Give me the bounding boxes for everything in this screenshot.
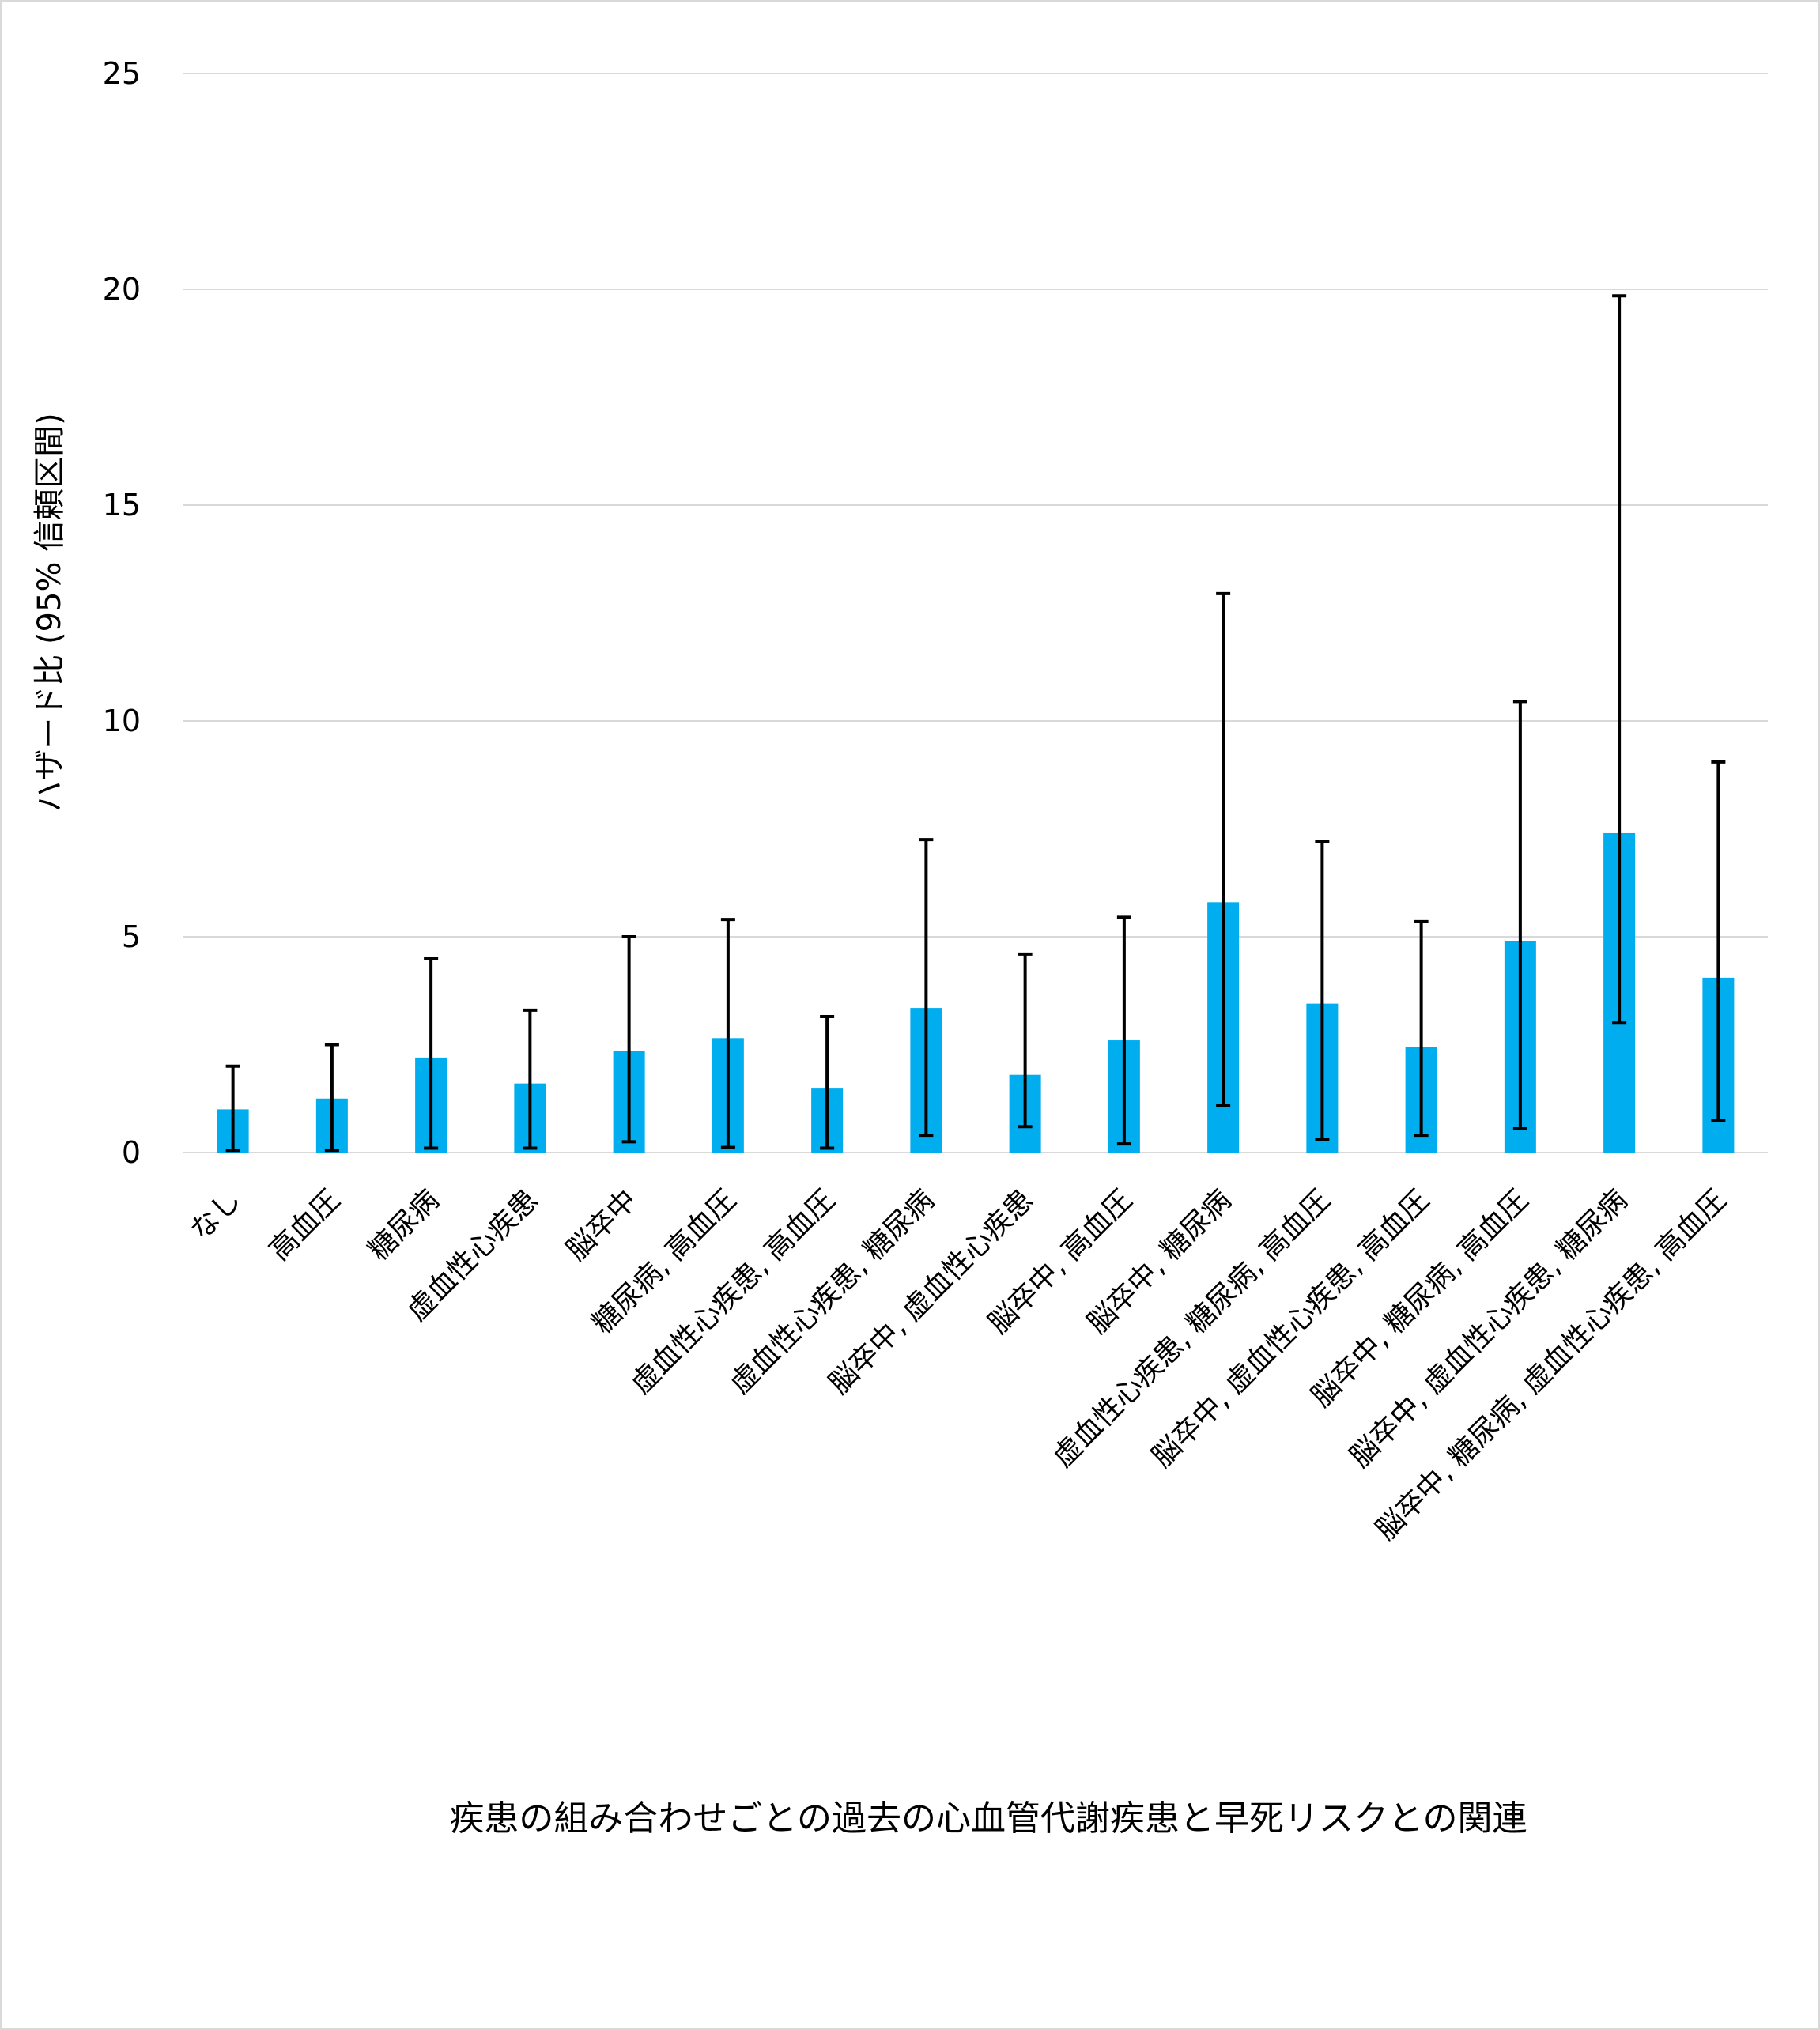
error-bars	[225, 294, 1726, 1153]
y-tick-labels: 0 5 10 15 20 25	[103, 56, 141, 1170]
gridlines	[183, 73, 1768, 1153]
y-tick-label: 5	[122, 919, 141, 954]
x-tick-label: 脳卒中, 糖尿病, 虚血性心疾患, 高血圧	[1369, 1183, 1732, 1546]
error-bar	[820, 1015, 835, 1150]
error-bar	[621, 935, 636, 1144]
error-bar	[1216, 591, 1231, 1107]
error-bar	[523, 1008, 538, 1150]
y-tick-label: 25	[103, 56, 141, 91]
error-bar	[324, 1043, 339, 1153]
error-bar	[1315, 840, 1330, 1141]
error-bar	[919, 838, 934, 1138]
error-bar	[424, 957, 439, 1150]
error-bar	[720, 918, 735, 1149]
y-tick-label: 10	[103, 704, 141, 738]
y-tick-label: 0	[122, 1135, 141, 1170]
error-bar	[1512, 700, 1527, 1130]
error-bar	[1018, 952, 1033, 1129]
x-tick-label: 高血圧	[263, 1183, 346, 1266]
error-bar	[1711, 760, 1726, 1123]
y-tick-label: 20	[103, 272, 141, 307]
x-tick-label: 脳卒中	[561, 1183, 644, 1266]
x-tick-label: なし	[184, 1183, 247, 1247]
error-bar	[1414, 919, 1429, 1138]
x-tick-label: 糖尿病	[362, 1183, 445, 1266]
error-bar	[225, 1064, 240, 1153]
chart-title: 疾患の組み合わせごとの過去の心血管代謝疾患と早死リスクとの関連	[449, 1798, 1527, 1839]
y-axis-title: ハザード比 (95% 信頼区間)	[32, 413, 68, 813]
error-bar	[1116, 915, 1131, 1146]
error-bar	[1612, 294, 1627, 1025]
bars	[217, 832, 1735, 1153]
y-tick-label: 15	[103, 488, 141, 523]
